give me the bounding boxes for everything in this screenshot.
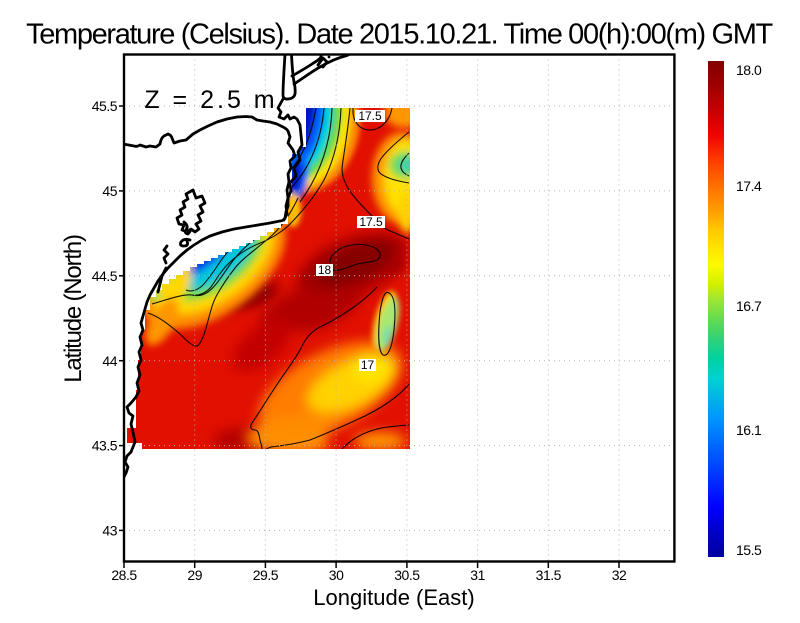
svg-text:17.5: 17.5 — [359, 215, 383, 229]
svg-text:28.5: 28.5 — [111, 567, 137, 583]
svg-text:29.5: 29.5 — [253, 567, 279, 583]
svg-text:16.7: 16.7 — [736, 298, 762, 314]
svg-text:32: 32 — [612, 567, 627, 583]
svg-text:15.5: 15.5 — [736, 542, 762, 558]
svg-text:Z = 2.5 m: Z = 2.5 m — [144, 86, 277, 114]
svg-text:43.5: 43.5 — [92, 438, 118, 454]
svg-text:31: 31 — [470, 567, 485, 583]
svg-text:18.0: 18.0 — [736, 62, 762, 78]
svg-text:16.1: 16.1 — [736, 422, 762, 438]
svg-text:Latitude (North): Latitude (North) — [60, 235, 87, 383]
svg-text:43: 43 — [102, 522, 117, 538]
svg-text:30.5: 30.5 — [394, 567, 420, 583]
svg-text:44: 44 — [102, 353, 117, 369]
svg-text:17.5: 17.5 — [358, 109, 382, 123]
svg-text:45.5: 45.5 — [92, 98, 118, 114]
svg-text:29: 29 — [187, 567, 202, 583]
svg-text:Longitude (East): Longitude (East) — [313, 585, 474, 610]
svg-text:17.4: 17.4 — [736, 178, 762, 194]
svg-text:18: 18 — [318, 263, 332, 277]
svg-text:17: 17 — [361, 358, 375, 372]
svg-text:30: 30 — [329, 567, 344, 583]
svg-text:45: 45 — [102, 183, 117, 199]
svg-text:31.5: 31.5 — [536, 567, 562, 583]
svg-text:Temperature (Celsius). Date 20: Temperature (Celsius). Date 2015.10.21. … — [26, 19, 773, 51]
svg-text:44.5: 44.5 — [92, 268, 118, 284]
